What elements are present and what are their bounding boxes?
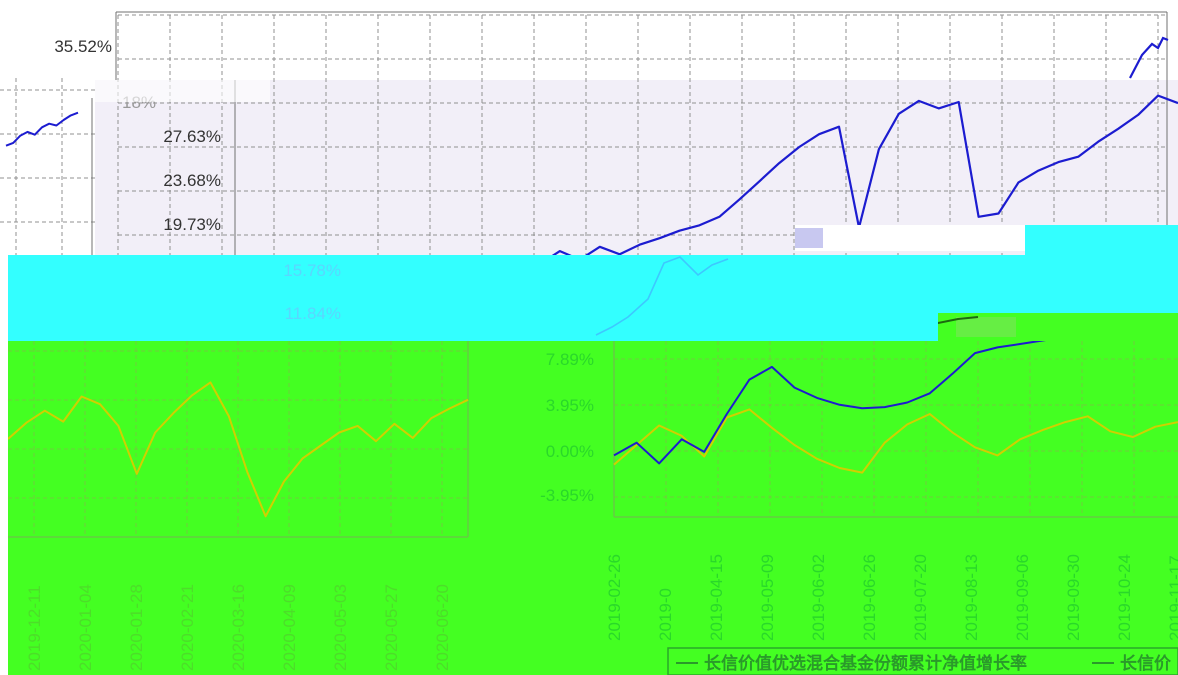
x-tick-label: 2020-01-04 — [76, 584, 95, 671]
x-tick-label: 2019-10-24 — [1115, 554, 1134, 641]
x-tick-label: 2019-06-02 — [809, 554, 828, 641]
legend-label: 长信价值优选混合基金份额累计净值增长率 — [704, 653, 1027, 674]
x-tick-label: 2019-11-17 — [1166, 555, 1178, 641]
x-tick-label: 2020-05-03 — [331, 584, 350, 671]
x-tick-label: 2019-12-11 — [25, 585, 44, 671]
x-tick-label: 2019-02-26 — [605, 554, 624, 641]
x-tick-label: 2019-06-26 — [860, 554, 879, 641]
overlap-patch-white — [795, 225, 1025, 251]
accumulated-series-line — [613, 341, 1046, 465]
bottom-right-background — [470, 341, 1178, 675]
y-tick-label: 27.63% — [163, 127, 221, 146]
y-tick-label: 35.52% — [54, 37, 112, 56]
overlap-patch-cyan — [1025, 225, 1178, 255]
top-chart-svg: 35.52%27.63%23.68%19.73%318% — [0, 0, 1178, 255]
top-left-chart-svg — [0, 78, 95, 255]
bottom-right-chart-svg: 7.89% 3.95% 0.00% -3.95% 2019-02-26 2019-0 201… — [470, 341, 1178, 675]
x-tick-label: 2019-05-09 — [758, 554, 777, 641]
y-tick-label: 7.89% — [546, 350, 594, 369]
cyan-faded-series — [595, 256, 729, 336]
y-tick-label: 11.84% — [285, 304, 341, 323]
top-left-series-line — [5, 111, 79, 147]
top-left-background — [0, 78, 95, 255]
chart-panel-top-left — [0, 78, 95, 255]
legend-box — [667, 647, 1178, 675]
x-tick-label: 2020-01-28 — [127, 584, 146, 671]
y-tick-label: -3.95% — [540, 486, 594, 505]
y-tick-label: 3.95% — [546, 396, 594, 415]
chart-panel-top-right: 35.52%27.63%23.68%19.73%318% — [0, 0, 1178, 255]
legend-label: 长信价 — [1120, 653, 1172, 674]
x-tick-label: 2019-0 — [656, 588, 675, 641]
y-tick-label: 19.73% — [163, 215, 221, 234]
x-tick-label: 2019-04-15 — [707, 554, 726, 641]
x-tick-label: 2019-09-30 — [1064, 554, 1083, 641]
green-overlap-patch — [956, 317, 1016, 337]
overlap-patch-blue — [795, 228, 823, 248]
x-tick-label: 2019-09-06 — [1013, 554, 1032, 641]
bottom-left-background — [8, 341, 470, 675]
benchmark-series-line — [613, 408, 1178, 474]
accumulated-series-line-top — [1129, 36, 1169, 79]
chart-panel-bottom-left: 2019-12-11 2020-01-04 2020-01-28 2020-02-21… — [8, 341, 470, 675]
benchmark-series-line — [8, 381, 469, 518]
x-tick-label: 2020-06-20 — [433, 584, 452, 671]
accumulated-series-line — [551, 94, 1178, 255]
x-tick-label: 2019-08-13 — [962, 554, 981, 641]
bottom-left-chart-svg: 2019-12-11 2020-01-04 2020-01-28 2020-02-21… — [8, 341, 470, 675]
y-tick-label: 0.00% — [546, 442, 594, 461]
y-tick-label: 15.78% — [283, 261, 341, 280]
x-tick-label: 2020-04-09 — [280, 584, 299, 671]
green-overlap-line — [938, 316, 979, 325]
x-tick-label: 2020-03-16 — [229, 584, 248, 671]
x-tick-label: 2020-05-27 — [382, 584, 401, 671]
x-tick-label: 2020-02-21 — [178, 584, 197, 671]
chart-panel-bottom-right: 7.89% 3.95% 0.00% -3.95% 2019-02-26 2019-0 201… — [470, 341, 1178, 675]
green-overlap-block — [938, 313, 1178, 341]
green-overlap-svg — [938, 313, 1178, 341]
y-tick-label: 23.68% — [163, 171, 221, 190]
x-tick-label: 2019-07-20 — [911, 554, 930, 641]
